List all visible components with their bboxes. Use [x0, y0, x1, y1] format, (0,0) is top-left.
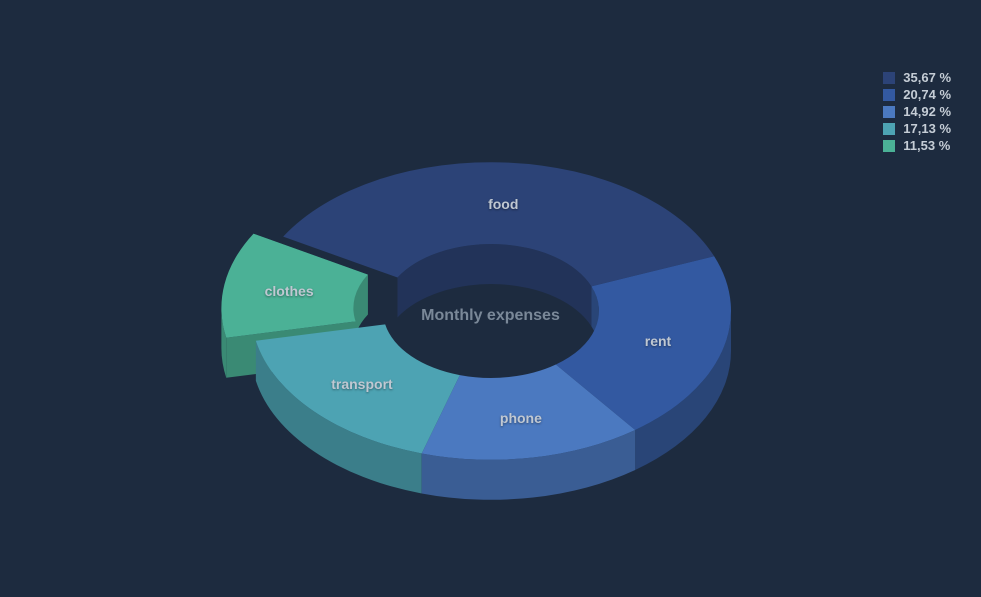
- legend-percent: 11,53 %: [903, 138, 950, 153]
- legend-swatch: [883, 106, 895, 118]
- legend-item-rent: 20,74 %: [883, 87, 951, 102]
- legend-item-transport: 17,13 %: [883, 121, 951, 136]
- legend-percent: 14,92 %: [903, 104, 951, 119]
- legend: 35,67 % 20,74 % 14,92 % 17,13 % 11,53 %: [883, 70, 951, 155]
- legend-percent: 17,13 %: [903, 121, 951, 136]
- slice-label-rent: rent: [645, 333, 671, 349]
- legend-swatch: [883, 123, 895, 135]
- slice-label-transport: transport: [331, 376, 392, 392]
- slice-label-phone: phone: [500, 410, 542, 426]
- legend-item-phone: 14,92 %: [883, 104, 951, 119]
- legend-percent: 35,67 %: [903, 70, 951, 85]
- legend-percent: 20,74 %: [903, 87, 951, 102]
- donut-chart-container: Monthly expenses food rent phone transport c…: [191, 66, 791, 566]
- slice-label-clothes: clothes: [265, 283, 314, 299]
- legend-swatch: [883, 140, 895, 152]
- legend-item-clothes: 11,53 %: [883, 138, 951, 153]
- slice-label-food: food: [488, 196, 518, 212]
- legend-swatch: [883, 72, 895, 84]
- chart-center-label: Monthly expenses: [421, 307, 560, 325]
- legend-item-food: 35,67 %: [883, 70, 951, 85]
- legend-swatch: [883, 89, 895, 101]
